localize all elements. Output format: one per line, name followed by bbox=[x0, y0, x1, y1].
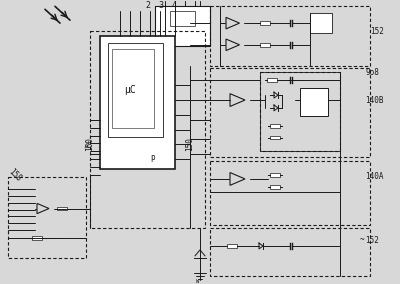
Bar bbox=[100, 36, 175, 169]
Bar bbox=[210, 68, 370, 157]
Bar bbox=[270, 135, 280, 139]
Text: 160: 160 bbox=[85, 137, 94, 151]
Text: 140B: 140B bbox=[365, 95, 384, 105]
Text: ~: ~ bbox=[83, 139, 93, 149]
Bar bbox=[270, 173, 280, 177]
Bar bbox=[170, 11, 195, 26]
Bar bbox=[57, 206, 67, 210]
Text: 4: 4 bbox=[172, 1, 177, 10]
Text: 158: 158 bbox=[7, 167, 23, 183]
Bar bbox=[210, 161, 370, 225]
Bar bbox=[227, 244, 237, 248]
Text: 2: 2 bbox=[145, 1, 150, 10]
Bar bbox=[310, 13, 332, 33]
Bar bbox=[260, 72, 340, 151]
Bar bbox=[108, 43, 163, 137]
Bar bbox=[155, 6, 210, 46]
Bar bbox=[267, 78, 277, 82]
Text: 3: 3 bbox=[158, 1, 163, 10]
Text: W: W bbox=[196, 279, 200, 284]
Bar bbox=[8, 177, 86, 258]
Text: 9o8: 9o8 bbox=[365, 68, 379, 77]
Bar bbox=[260, 72, 340, 151]
Text: ~: ~ bbox=[360, 236, 365, 245]
Text: ~: ~ bbox=[82, 143, 92, 152]
Bar bbox=[32, 236, 42, 240]
Bar bbox=[210, 228, 370, 275]
Text: 140A: 140A bbox=[365, 172, 384, 181]
Text: 152: 152 bbox=[370, 26, 384, 36]
Bar bbox=[260, 21, 270, 25]
Bar bbox=[112, 49, 154, 128]
Text: 150: 150 bbox=[185, 137, 194, 151]
Bar bbox=[270, 185, 280, 189]
Text: p: p bbox=[150, 153, 155, 162]
Bar bbox=[270, 124, 280, 128]
Text: μC: μC bbox=[124, 85, 136, 95]
Bar bbox=[260, 43, 270, 47]
Bar bbox=[155, 6, 210, 46]
Bar bbox=[90, 31, 205, 228]
Text: 152: 152 bbox=[365, 236, 379, 245]
Bar bbox=[210, 6, 370, 66]
Bar bbox=[300, 88, 328, 116]
